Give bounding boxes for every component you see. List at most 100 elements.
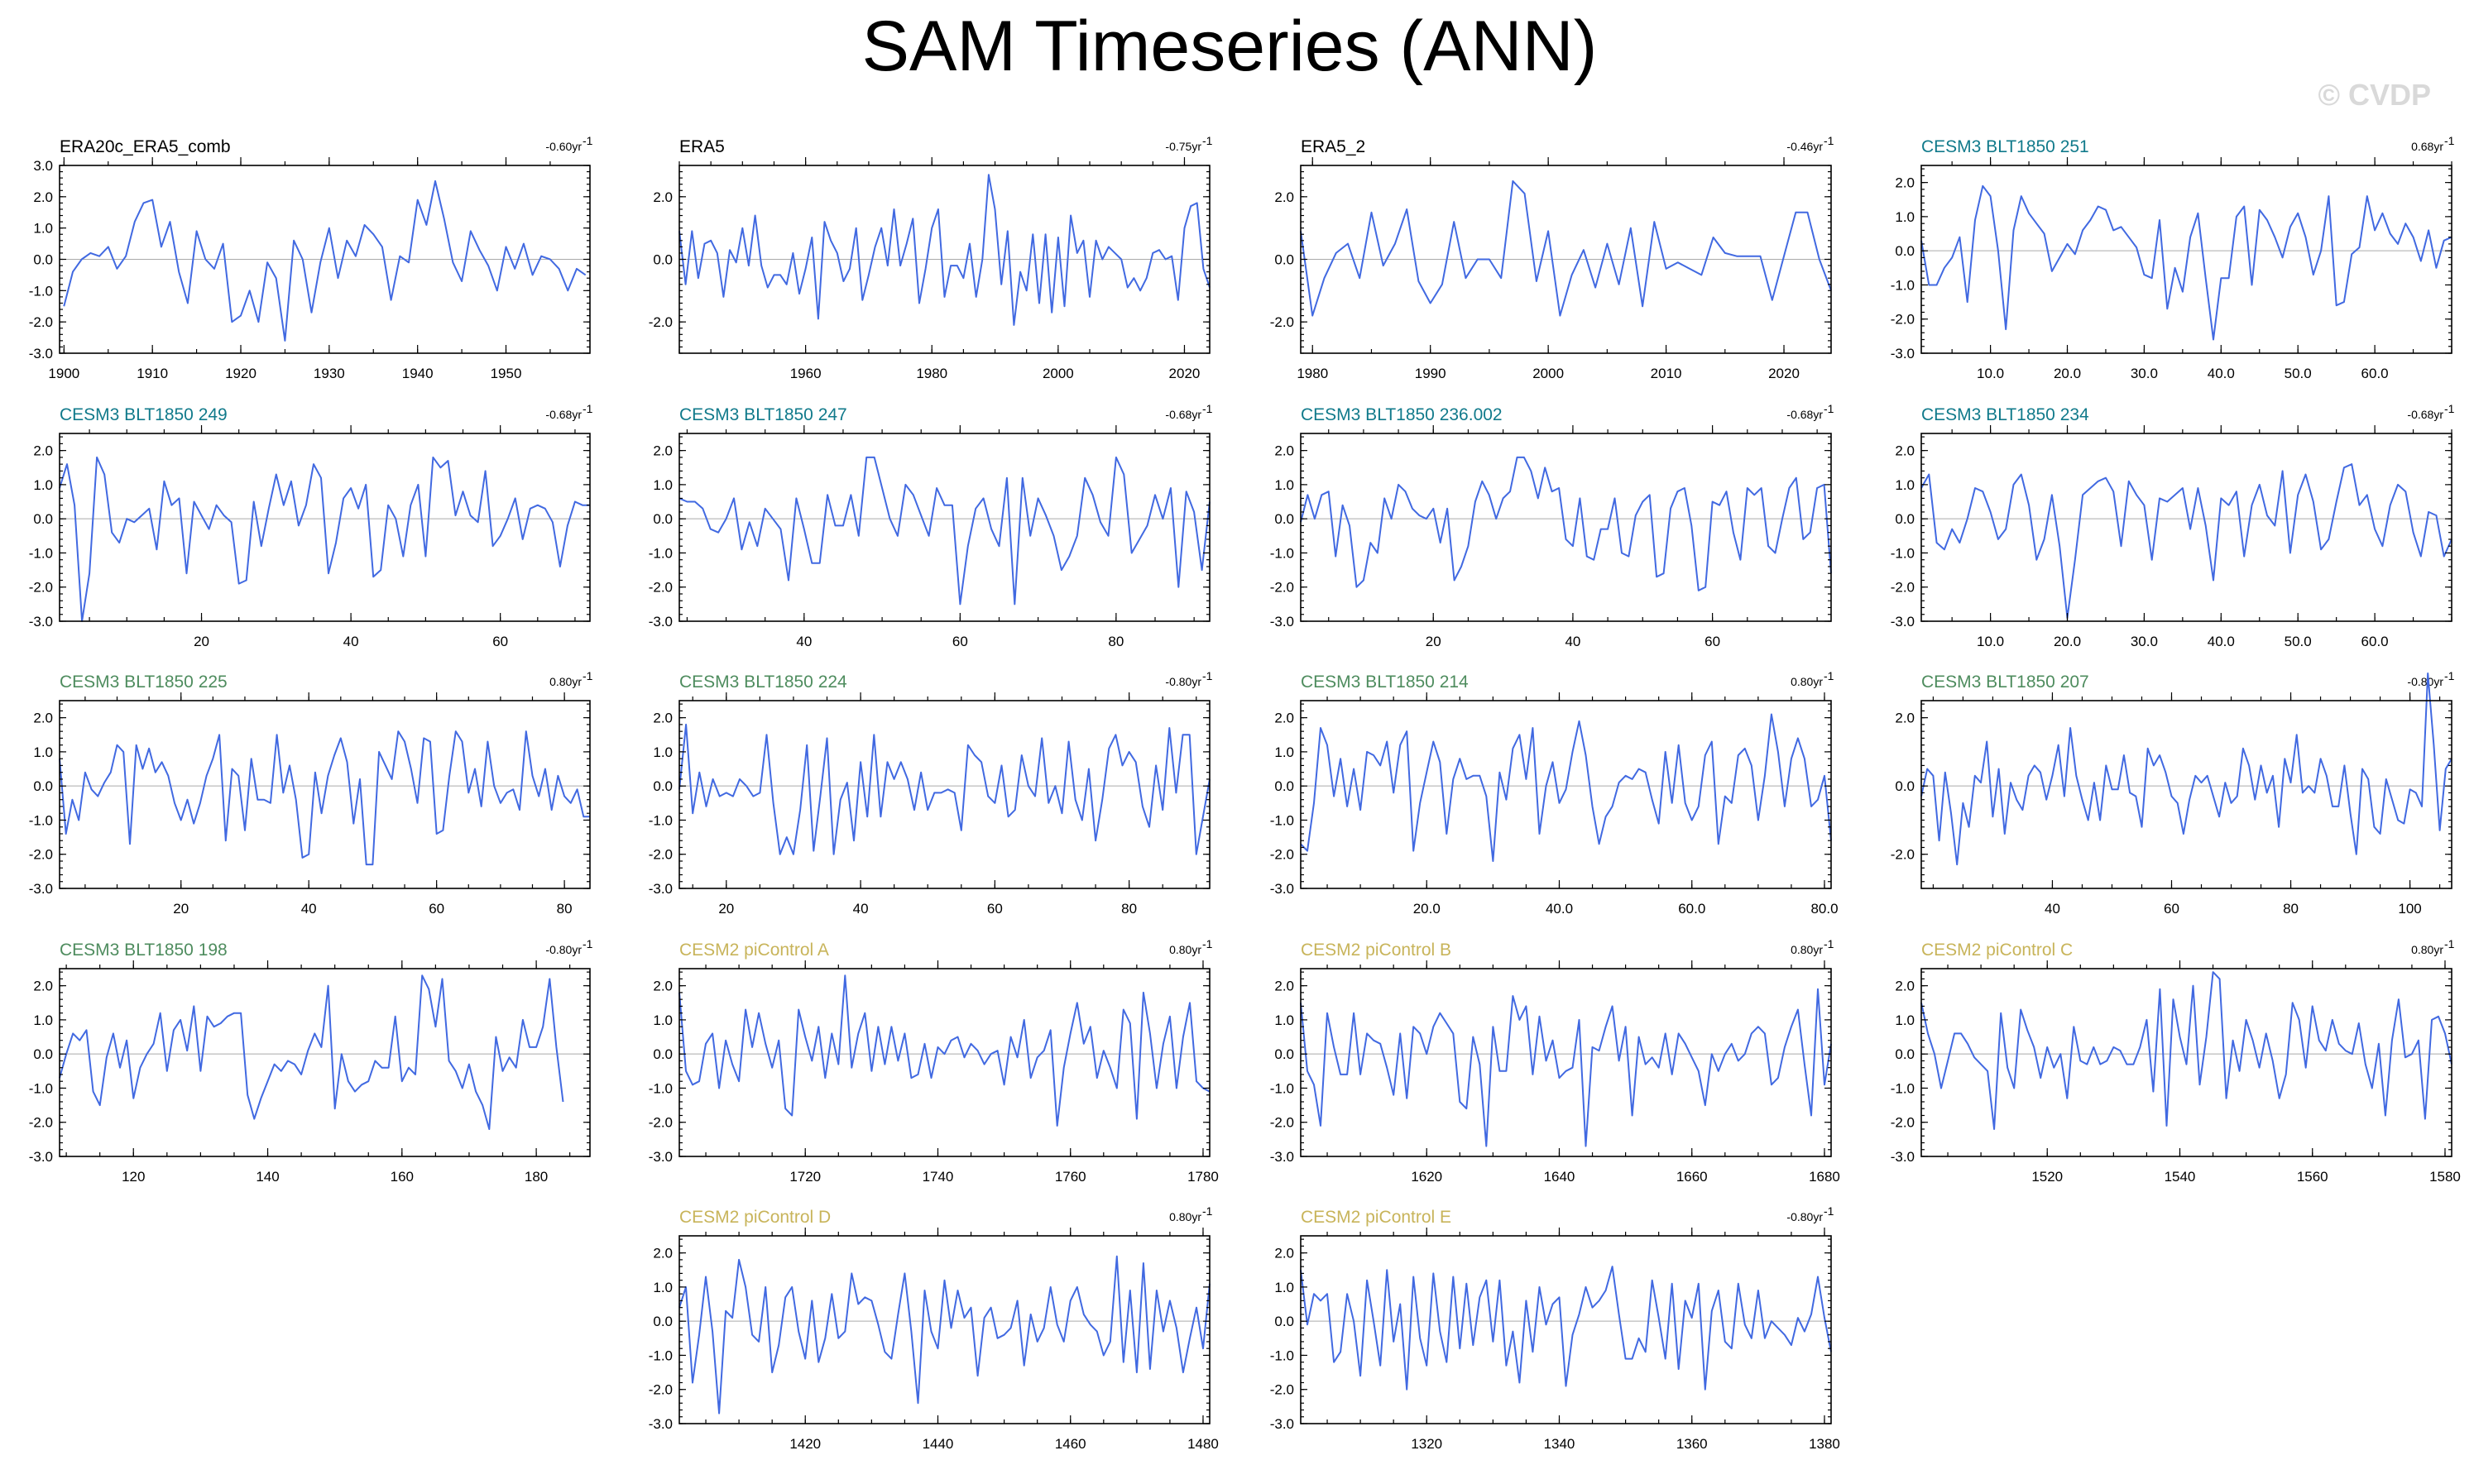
y-tick-label: -3.0 [1891, 346, 1915, 361]
series-line [1300, 456, 1832, 591]
x-tick-label: 2000 [1043, 366, 1074, 381]
y-tick-label: 0.0 [1274, 1046, 1294, 1062]
trend-label: -0.68yr [1165, 408, 1201, 421]
x-tick-label: 40.0 [2208, 634, 2235, 649]
trend-label: -0.80yr [2407, 675, 2443, 688]
y-tick-label: 0.0 [653, 778, 673, 794]
y-tick-label: 2.0 [1274, 189, 1294, 205]
y-tick-label: 2.0 [653, 1246, 673, 1261]
panel-title: CESM3 BLT1850 251 [1921, 137, 2089, 156]
y-tick-label: -2.0 [1270, 580, 1294, 596]
y-tick-label: 2.0 [1895, 711, 1915, 726]
series-line [1920, 463, 2452, 619]
panel-title: CESM2 piControl B [1301, 941, 1451, 960]
y-tick-label: -2.0 [649, 1115, 673, 1131]
trend-exponent: -1 [2444, 669, 2455, 682]
plot-frame [59, 700, 591, 889]
y-tick-label: 1.0 [1274, 1280, 1294, 1295]
y-tick-label: 0.0 [1895, 1046, 1915, 1062]
panel-title: CESM2 piControl C [1921, 941, 2073, 960]
trend-exponent: -1 [1824, 669, 1834, 682]
x-tick-label: 40.0 [1546, 901, 1573, 917]
panel: ERA5 -0.75yr -1 2.0 0.0 -2.0 1960 1980 2000 2020 [649, 134, 1213, 381]
y-tick-label: 0.0 [33, 1046, 53, 1062]
y-tick-label: -3.0 [1270, 1416, 1294, 1432]
y-tick-label: 2.0 [1274, 1246, 1294, 1261]
series-line [678, 1255, 1211, 1415]
trend-exponent: -1 [1824, 1204, 1834, 1218]
x-tick-label: 1360 [1676, 1436, 1708, 1452]
panel-title: CESM2 piControl D [679, 1208, 831, 1227]
panels-grid: ERA20c_ERA5_comb -0.60yr -13.02.01.00.0-1.… [29, 134, 2461, 1452]
plot-frame [678, 1235, 1211, 1424]
y-tick-label: 0.0 [1895, 243, 1915, 259]
y-tick-label: 2.0 [1895, 979, 1915, 994]
x-tick-label: 60.0 [2361, 634, 2389, 649]
y-tick-label: -3.0 [29, 346, 53, 361]
y-tick-label: 1.0 [1274, 744, 1294, 760]
x-tick-label: 1900 [48, 366, 79, 381]
x-tick-label: 100 [2398, 901, 2421, 917]
x-tick-label: 2020 [1768, 366, 1800, 381]
x-tick-label: 2010 [1651, 366, 1682, 381]
y-tick-label: 0.0 [653, 252, 673, 268]
panel-title: CESM3 BLT1850 247 [679, 405, 847, 424]
trend-exponent: -1 [2444, 134, 2455, 147]
y-tick-label: 1.0 [653, 1280, 673, 1295]
x-tick-label: 2000 [1532, 366, 1564, 381]
x-tick-label: 1780 [1187, 1169, 1219, 1185]
y-tick-label: 0.0 [653, 511, 673, 527]
main-title: SAM Timeseries (ANN) [862, 7, 1598, 86]
x-tick-label: 80 [1108, 634, 1124, 649]
trend-label: 0.68yr [2411, 140, 2443, 153]
x-tick-label: 20 [173, 901, 189, 917]
trend-exponent: -1 [1824, 402, 1834, 415]
trend-label: 0.80yr [1791, 943, 1823, 956]
y-tick-label: 2.0 [1895, 175, 1915, 191]
panel-title: CESM3 BLT1850 236.002 [1301, 405, 1503, 424]
y-tick-label: 2.0 [653, 189, 673, 205]
x-tick-label: 30.0 [2131, 366, 2158, 381]
y-tick-label: -2.0 [649, 580, 673, 596]
trend-exponent: -1 [1202, 402, 1213, 415]
plot-frame [1920, 433, 2452, 622]
y-tick-label: -1.0 [29, 545, 53, 561]
panel-title: CESM2 piControl A [679, 941, 829, 960]
x-tick-label: 1740 [923, 1169, 954, 1185]
x-tick-label: 60.0 [2361, 366, 2389, 381]
x-tick-label: 20 [194, 634, 209, 649]
y-tick-label: -3.0 [649, 1416, 673, 1432]
y-tick-label: -1.0 [649, 545, 673, 561]
panel: CESM3 BLT1850 225 0.80yr -1 2.0 1.0 0.0 -1.0 -2… [29, 669, 593, 917]
x-tick-label: 1760 [1055, 1169, 1086, 1185]
y-tick-label: 0.0 [33, 252, 53, 268]
x-tick-label: 20.0 [1413, 901, 1441, 917]
x-tick-label: 60 [492, 634, 508, 649]
y-tick-label: -1.0 [1270, 1348, 1294, 1363]
y-tick-label: 0.0 [653, 1046, 673, 1062]
x-tick-label: 1640 [1544, 1169, 1575, 1185]
y-tick-label: -2.0 [1891, 1115, 1915, 1131]
y-tick-label: 1.0 [1274, 1012, 1294, 1028]
plot-frame [1300, 1235, 1832, 1424]
y-tick-label: -1.0 [649, 1080, 673, 1096]
y-tick-label: -3.0 [1270, 881, 1294, 897]
x-tick-label: 30.0 [2131, 634, 2158, 649]
x-tick-label: 40 [301, 901, 317, 917]
y-tick-label: 0.0 [1895, 511, 1915, 527]
y-tick-label: 0.0 [653, 1314, 673, 1329]
y-tick-label: 2.0 [33, 189, 53, 205]
y-tick-label: 1.0 [1274, 477, 1294, 493]
y-tick-label: -2.0 [29, 847, 53, 863]
y-tick-label: -2.0 [29, 1115, 53, 1131]
series-line [678, 723, 1211, 855]
y-tick-label: -2.0 [29, 580, 53, 596]
x-tick-label: 80 [1121, 901, 1137, 917]
trend-exponent: -1 [583, 937, 593, 950]
x-tick-label: 140 [256, 1169, 279, 1185]
y-tick-label: -1.0 [29, 812, 53, 828]
panel-title: CESM3 BLT1850 207 [1921, 673, 2089, 692]
y-tick-label: 1.0 [33, 1012, 53, 1028]
x-tick-label: 1940 [402, 366, 434, 381]
x-tick-label: 20 [1426, 634, 1441, 649]
